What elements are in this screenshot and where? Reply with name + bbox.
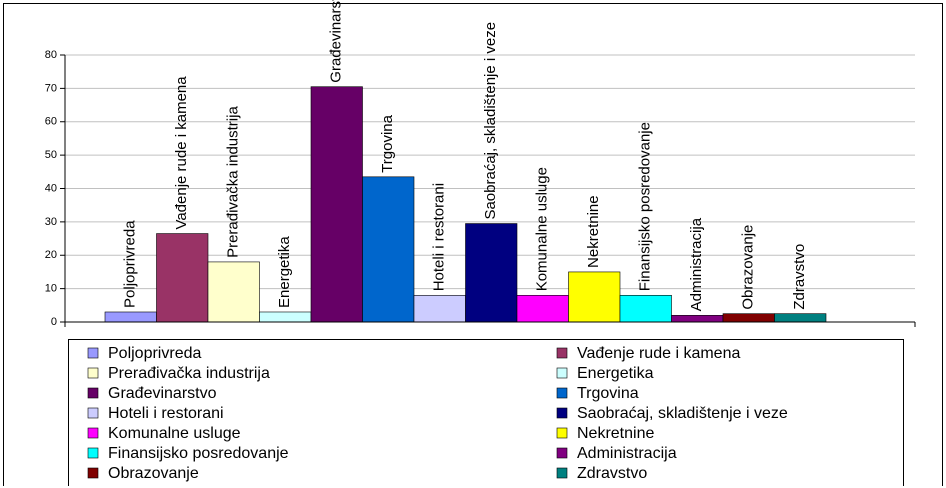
data-label: Nekretnine (585, 195, 602, 268)
legend-swatch (556, 367, 568, 379)
legend-swatch (556, 447, 568, 459)
legend-label: Obrazovanje (108, 465, 199, 482)
bar (362, 176, 415, 323)
bar (104, 311, 157, 323)
bar (156, 233, 209, 323)
data-label: Saobraćaj, skladištenje i veze (482, 22, 499, 220)
data-label: Energetika (276, 236, 293, 308)
legend-swatch (556, 347, 568, 359)
legend-swatch (87, 447, 99, 459)
legend-swatch (87, 467, 99, 479)
legend: Poljoprivreda Vađenje rude i kamena Prerađ… (87, 345, 788, 482)
bar (310, 86, 363, 323)
legend-label: Finansijsko posredovanje (108, 445, 289, 462)
legend-swatch (87, 407, 99, 419)
bar (259, 311, 312, 323)
y-tick-label: 10 (45, 283, 57, 295)
y-tick-label: 30 (45, 216, 57, 228)
legend-label: Administracija (577, 445, 677, 462)
data-label: Vađenje rude i kamena (173, 76, 190, 230)
data-label: Komunalne usluge (534, 167, 551, 291)
data-label: Građevinarstvo (328, 0, 345, 83)
data-label: Prerađivačka industrija (225, 106, 242, 258)
legend-label: Energetika (577, 365, 654, 382)
bar (671, 315, 724, 323)
legend-label: Saobraćaj, skladištenje i veze (577, 405, 788, 422)
y-tick-label: 20 (45, 249, 57, 261)
legend-label: Nekretnine (577, 425, 654, 442)
y-tick-label: 70 (45, 82, 57, 94)
legend-swatch (556, 467, 568, 479)
legend-swatch (87, 387, 99, 399)
bar (465, 223, 518, 323)
legend-swatch (556, 407, 568, 419)
y-tick-label: 40 (45, 182, 57, 194)
legend-label: Komunalne usluge (108, 425, 241, 442)
legend-label: Hoteli i restorani (108, 405, 224, 422)
y-tick-label: 60 (45, 116, 57, 128)
legend-swatch (87, 347, 99, 359)
legend-swatch (556, 427, 568, 439)
bar (516, 294, 569, 323)
legend-swatch (87, 367, 99, 379)
bar (722, 313, 775, 323)
legend-label: Poljoprivreda (108, 345, 201, 362)
bar (774, 313, 827, 323)
data-label: Hoteli i restorani (431, 183, 448, 291)
y-tick-label: 0 (51, 316, 57, 328)
legend-swatch (556, 387, 568, 399)
y-tick-label: 50 (45, 149, 57, 161)
data-label: Administracija (688, 217, 705, 311)
data-label: Trgovina (379, 114, 396, 172)
bar (568, 271, 621, 323)
legend-box (68, 339, 904, 486)
legend-label: Građevinarstvo (108, 385, 217, 402)
data-label: Zdravstvo (791, 244, 808, 310)
bar (207, 261, 260, 323)
legend-swatch (87, 427, 99, 439)
data-label: Finansijsko posredovanje (637, 122, 654, 291)
bar (619, 294, 672, 323)
data-label: Poljoprivreda (122, 220, 139, 308)
y-tick-label: 80 (45, 49, 57, 61)
bar (413, 294, 466, 323)
legend-label: Prerađivačka industrija (108, 365, 270, 382)
legend-label: Trgovina (577, 385, 639, 402)
data-label: Obrazovanje (740, 225, 757, 310)
legend-label: Zdravstvo (577, 465, 647, 482)
legend-label: Vađenje rude i kamena (577, 345, 740, 362)
